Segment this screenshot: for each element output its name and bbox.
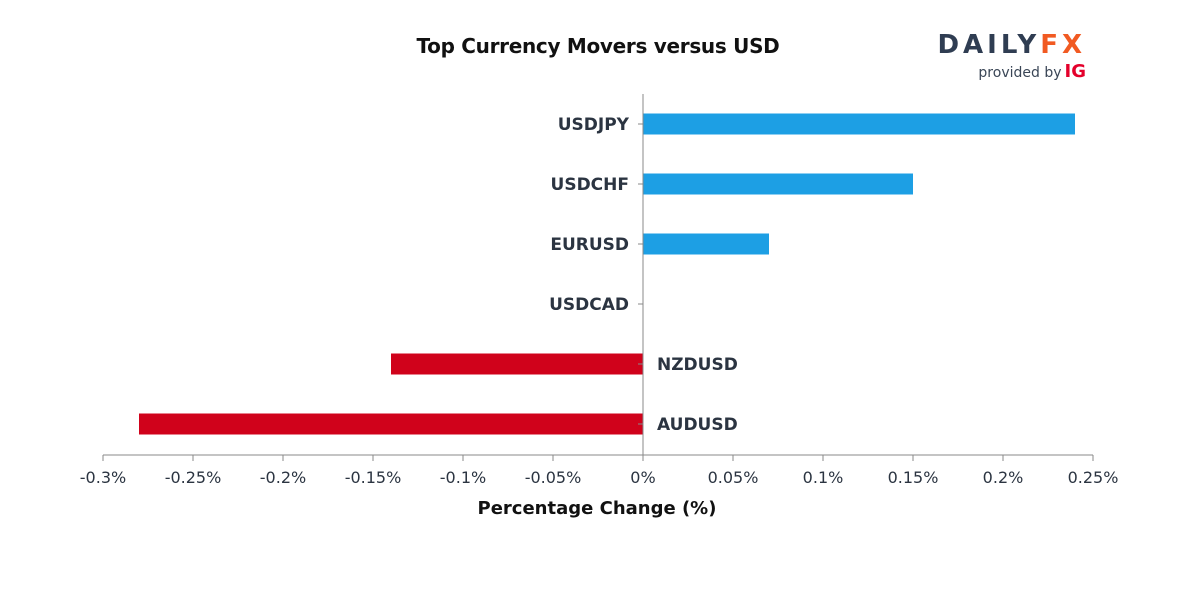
bar-usdjpy [643,113,1075,135]
bars-group [139,113,1075,435]
x-tick-label: 0.05% [708,468,759,487]
bar-nzdusd [391,353,643,375]
x-tick-label: 0% [630,468,655,487]
category-label-usdcad: USDCAD [549,295,629,315]
brand-daily-text: DAILY [937,30,1041,60]
category-label-audusd: AUDUSD [657,415,738,435]
category-label-nzdusd: NZDUSD [657,355,738,375]
x-tick-label: 0.1% [803,468,844,487]
x-tick-label: -0.1% [440,468,486,487]
x-tick-label: -0.05% [525,468,582,487]
brand-fx-text: FX [1040,30,1086,60]
brand-wordmark: DAILYFX [930,30,1086,60]
category-labels-group: USDJPY USDCHF EURUSD USDCAD NZDUSD AUDUSD [549,115,738,435]
x-axis: -0.3% -0.25% -0.2% -0.15% -0.1% -0.05% 0% 0.05%… [80,454,1119,487]
x-tick-label: -0.3% [80,468,126,487]
category-label-eurusd: EURUSD [550,235,629,255]
category-label-usdjpy: USDJPY [558,115,630,135]
provided-by-text: provided by [978,65,1062,81]
chart-title: Top Currency Movers versus USD [416,34,780,58]
brand-provided-by: provided by IG [930,62,1086,83]
x-tick-label: 0.15% [888,468,939,487]
category-label-usdchf: USDCHF [551,175,629,195]
x-axis-title: Percentage Change (%) [478,498,717,519]
x-tick-label: -0.2% [260,468,306,487]
ig-logo-text: IG [1064,61,1086,82]
x-tick-label: 0.25% [1068,468,1119,487]
bar-eurusd [643,233,769,255]
bar-audusd [139,413,643,435]
dailyfx-logo: DAILYFX provided by IG [930,30,1086,83]
x-tick-label: 0.2% [983,468,1024,487]
bar-usdchf [643,173,913,195]
x-tick-label: -0.25% [165,468,222,487]
x-tick-label: -0.15% [345,468,402,487]
